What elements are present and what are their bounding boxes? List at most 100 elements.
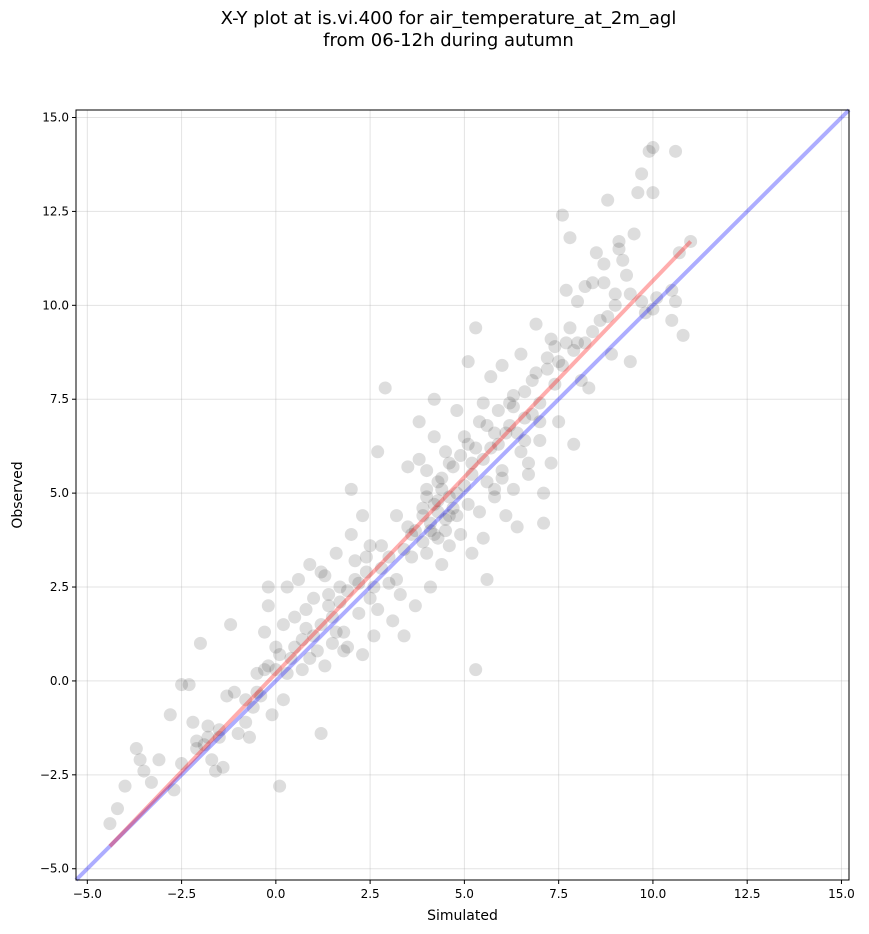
scatter-point <box>416 501 430 515</box>
x-tick-label: 5.0 <box>455 887 474 901</box>
scatter-point <box>254 689 268 703</box>
scatter-point <box>608 287 622 301</box>
scatter-point <box>201 719 215 733</box>
y-tick-label: 12.5 <box>42 204 69 218</box>
scatter-point <box>303 651 317 665</box>
x-tick-label: 7.5 <box>549 887 568 901</box>
scatter-point <box>506 400 520 414</box>
scatter-point <box>578 280 592 294</box>
scatter-point <box>488 482 502 496</box>
x-tick-label: 10.0 <box>640 887 667 901</box>
scatter-point <box>439 512 453 526</box>
scatter-point <box>472 505 486 519</box>
scatter-point <box>646 302 660 316</box>
scatter-point <box>446 501 460 515</box>
scatter-point <box>582 381 596 395</box>
scatter-point <box>435 482 449 496</box>
scatter-point <box>118 779 132 793</box>
scatter-point <box>310 644 324 658</box>
scatter-point <box>261 580 275 594</box>
scatter-point <box>499 509 513 523</box>
x-tick-label: −2.5 <box>167 887 196 901</box>
scatter-point <box>288 610 302 624</box>
scatter-point <box>503 419 517 433</box>
scatter-point <box>635 295 649 309</box>
scatter-point <box>212 730 226 744</box>
x-tick-label: 0.0 <box>266 887 285 901</box>
plot-area-frame <box>75 109 850 881</box>
scatter-point <box>510 520 524 534</box>
scatter-point <box>469 663 483 677</box>
scatter-point <box>646 141 660 155</box>
scatter-point <box>129 742 143 756</box>
scatter-point <box>665 313 679 327</box>
scatter-point <box>604 347 618 361</box>
scatter-point <box>239 693 253 707</box>
scatter-point <box>631 186 645 200</box>
scatter-point <box>514 445 528 459</box>
scatter-point <box>559 336 573 350</box>
y-tick-label: 10.0 <box>42 298 69 312</box>
scatter-point <box>684 234 698 248</box>
scatter-point <box>186 715 200 729</box>
scatter-point <box>593 313 607 327</box>
scatter-point <box>288 640 302 654</box>
scatter-point <box>548 377 562 391</box>
scatter-point <box>548 340 562 354</box>
scatter-point <box>506 482 520 496</box>
scatter-point <box>363 591 377 605</box>
scatter-point <box>152 753 166 767</box>
regression-line <box>108 240 693 848</box>
scatter-point <box>382 576 396 590</box>
scatter-point <box>427 430 441 444</box>
scatter-point <box>491 403 505 417</box>
scatter-point <box>318 569 332 583</box>
scatter-point <box>499 426 513 440</box>
scatter-point <box>423 516 437 530</box>
scatter-point <box>431 494 445 508</box>
scatter-point <box>348 573 362 587</box>
scatter-point <box>408 524 422 538</box>
scatter-point <box>416 509 430 523</box>
scatter-point <box>495 358 509 372</box>
identity-line <box>74 108 851 882</box>
scatter-point <box>461 497 475 511</box>
scatter-point <box>405 550 419 564</box>
x-axis-label: Simulated <box>427 908 498 924</box>
scatter-point <box>431 505 445 519</box>
scatter-point <box>627 227 641 241</box>
y-axis-label: Observed <box>10 461 26 528</box>
scatter-point <box>314 565 328 579</box>
scatter-point <box>423 524 437 538</box>
scatter-point <box>537 486 551 500</box>
y-tick-label: 15.0 <box>42 111 69 125</box>
scatter-point <box>442 490 456 504</box>
y-axis-ticks: −5.0 −2.5 0.0 2.5 5.0 7.5 10.0 12.5 15.0 <box>40 111 76 876</box>
scatter-point <box>374 539 388 553</box>
scatter-point <box>495 464 509 478</box>
scatter-point <box>665 283 679 297</box>
scatter-point <box>291 573 305 587</box>
scatter-point <box>329 546 343 560</box>
scatter-point <box>669 295 683 309</box>
scatter-point <box>435 471 449 485</box>
scatter-point <box>276 693 290 707</box>
scatter-point <box>280 580 294 594</box>
scatter-point <box>420 464 434 478</box>
scatter-point <box>480 475 494 489</box>
scatter-point <box>457 479 471 493</box>
scatter-point <box>488 490 502 504</box>
scatter-point <box>442 456 456 470</box>
scatter-point <box>382 550 396 564</box>
scatter-point <box>250 685 264 699</box>
scatter-point <box>450 486 464 500</box>
scatter-point <box>167 783 181 797</box>
scatter-point <box>412 415 426 429</box>
scatter-point <box>276 618 290 632</box>
y-tick-label: −5.0 <box>40 862 69 876</box>
scatter-point <box>544 332 558 346</box>
scatter-point <box>555 358 569 372</box>
scatter-point <box>450 403 464 417</box>
grid-lines <box>76 110 849 880</box>
scatter-point <box>144 775 158 789</box>
